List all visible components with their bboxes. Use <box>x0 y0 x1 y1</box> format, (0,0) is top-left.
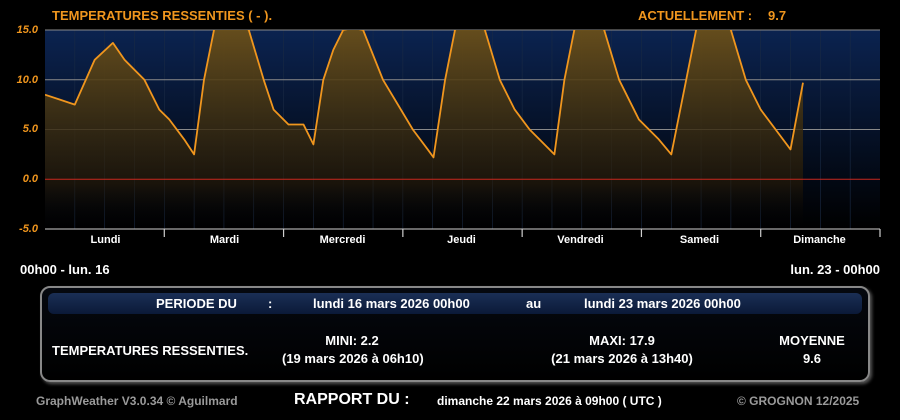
temperature-chart <box>45 29 881 237</box>
x-tick-label: Samedi <box>679 234 720 246</box>
range-end: lun. 23 - 00h00 <box>790 262 880 277</box>
y-tick-label: 15.0 <box>16 24 38 36</box>
mini-date: (19 mars 2026 à 06h10) <box>282 351 424 366</box>
maxi-date: (21 mars 2026 à 13h40) <box>551 351 693 366</box>
moyenne-label: MOYENNE <box>779 333 845 348</box>
copyright: © GROGNON 12/2025 <box>737 394 860 408</box>
maxi-value: MAXI: 17.9 <box>589 333 655 348</box>
app-credit: GraphWeather V3.0.34 © Aguilmard <box>36 394 238 408</box>
period-bar: PERIODE DU : lundi 16 mars 2026 00h00 au… <box>48 293 862 314</box>
x-tick-label: Jeudi <box>447 234 476 246</box>
period-end: lundi 23 mars 2026 00h00 <box>584 296 741 311</box>
x-tick-label: Dimanche <box>793 234 846 246</box>
chart-title: TEMPERATURES RESSENTIES ( - ). <box>52 8 273 23</box>
current-value: 9.7 <box>768 8 787 23</box>
y-tick-label: 10.0 <box>16 74 38 86</box>
moyenne-value: 9.6 <box>802 351 822 366</box>
x-tick-label: Vendredi <box>557 234 604 246</box>
current-label: ACTUELLEMENT : <box>638 8 753 23</box>
row-label: TEMPERATURES RESSENTIES. <box>52 343 249 358</box>
summary-panel: PERIODE DU : lundi 16 mars 2026 00h00 au… <box>40 286 870 382</box>
period-colon: : <box>268 296 273 311</box>
report-label: RAPPORT DU : <box>294 391 410 408</box>
range-start: 00h00 - lun. 16 <box>20 262 110 277</box>
y-tick-label: -5.0 <box>19 223 38 235</box>
x-tick-label: Mercredi <box>319 234 366 246</box>
period-start: lundi 16 mars 2026 00h00 <box>313 296 470 311</box>
x-tick-label: Lundi <box>90 234 121 246</box>
report-date: dimanche 22 mars 2026 à 09h00 ( UTC ) <box>437 394 662 408</box>
y-tick-label: 0.0 <box>22 173 38 185</box>
y-tick-label: 5.0 <box>22 123 38 135</box>
period-au: au <box>526 296 542 311</box>
mini-value: MINI: 2.2 <box>325 333 379 348</box>
period-label: PERIODE DU <box>156 296 237 311</box>
x-tick-label: Mardi <box>209 234 240 246</box>
